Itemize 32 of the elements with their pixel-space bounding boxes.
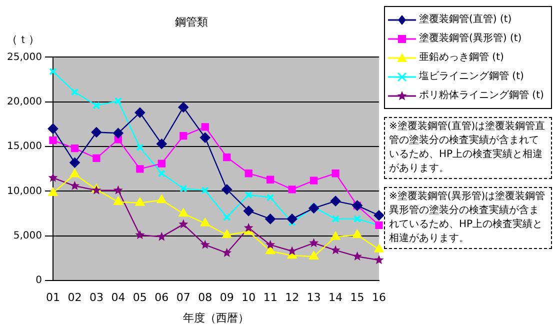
x-tick-label: 15 [350,291,364,304]
legend-label: 塗覆装鋼管(直管) (t) [419,12,512,27]
x-tick-label: 16 [372,291,386,304]
x-tick-label: 02 [68,291,82,304]
x-axis-title: 年度（西暦） [182,311,249,324]
x-tick-label: 04 [111,291,126,304]
x-tick-label: 11 [263,291,278,304]
legend-label: ポリ粉体ライニング鋼管 (t) [419,89,544,103]
x-tick-label: 06 [154,291,169,304]
y-axis-title: （ｔ） [6,33,40,46]
x-tick-label: 10 [242,291,256,304]
x-tick-label: 03 [89,291,104,304]
y-tick-label: 0 [36,275,42,286]
x-tick-label: 01 [46,291,60,304]
legend-label: 亜鉛めっき鋼管 (t) [419,51,504,65]
text: ※塗覆装鋼管(直管)は塗覆装鋼管直管の塗装分の検査実績が含まれているため、HP上の検査実績と相違があります。 [384,117,552,179]
legend-label: 塩ビライニング鋼管 (t) [419,70,524,84]
x-tick-label: 08 [198,291,212,304]
legend-label: 塗覆装鋼管(異形管) (t) [419,32,522,46]
text: ※塗覆装鋼管(異形管)は塗覆装鋼管異形管の塗装分の検査実績が含まれているため、HP上の検査実績と相違があります。 [384,187,552,249]
x-tick-label: 12 [285,291,300,304]
x-tick-label: 13 [306,291,321,304]
y-tick-label: 25,000 [6,52,42,63]
x-tick-label: 14 [328,291,343,304]
y-tick-label: 5,000 [13,230,42,242]
y-tick-label: 10,000 [6,186,42,197]
y-tick-label: 20,000 [6,96,42,108]
x-tick-label: 07 [176,291,190,304]
x-tick-label: 09 [220,291,234,304]
chart-title: 鋼管類 [175,15,208,28]
y-tick-label: 15,000 [6,141,42,152]
x-tick-label: 05 [132,291,147,304]
